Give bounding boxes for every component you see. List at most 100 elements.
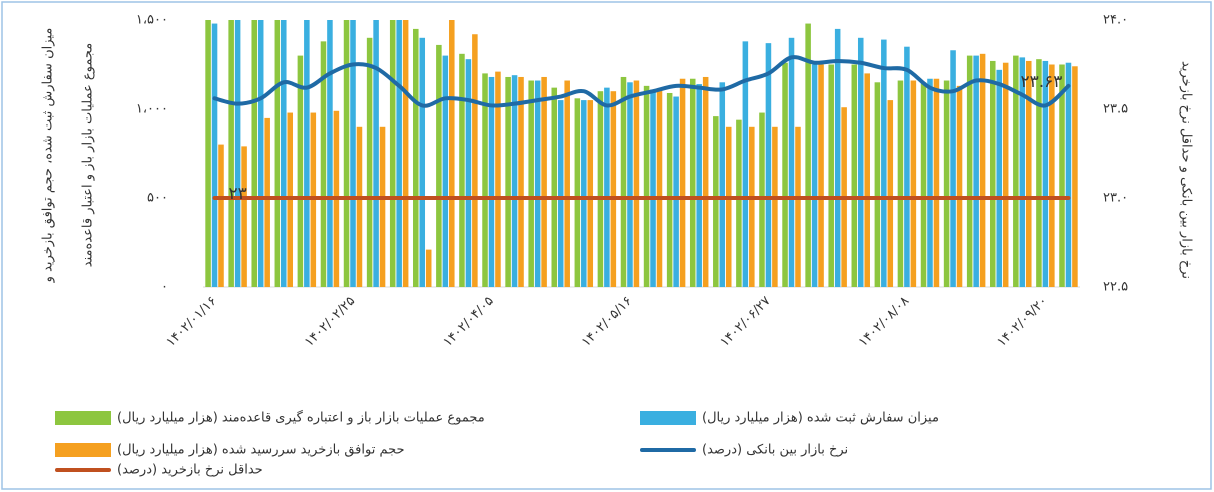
bar [1002,62,1009,287]
x-tick-label: ۱۴۰۲/۰۶/۲۷ [717,294,773,350]
bar [851,64,858,287]
bar [274,20,281,287]
bar [1036,59,1042,287]
bar [297,55,304,287]
bar [742,41,749,287]
bar [211,23,218,288]
bar [910,80,917,288]
bar [1049,64,1055,287]
bar [528,80,534,288]
bar [343,20,350,287]
bar [459,53,465,287]
data-label: ۲۳.۶۳ [1021,72,1063,92]
bar [979,53,986,287]
bar [666,92,673,287]
bar [228,20,234,287]
x-tick-label: ۱۴۰۲/۰۲/۲۵ [302,294,358,350]
bar [320,41,327,287]
bar [702,76,709,288]
bar [749,126,755,287]
bar [402,20,409,287]
bar [828,64,834,287]
bar [511,75,518,288]
y-tick-label: ۱،۰۰۰ [136,102,168,117]
bar [373,20,379,287]
bar [304,20,310,287]
y2-tick-label: ۲۴.۰ [1103,13,1128,28]
bar [772,126,778,287]
legend-label: نرخ بازار بین بانکی (درصد) [702,443,848,458]
bar [805,23,811,288]
bar [379,126,386,287]
bar [956,85,963,287]
y2-tick-label: ۲۲.۵ [1103,280,1128,295]
bar [966,55,973,287]
legend-label: مجموع عملیات بازار باز و اعتباره گیری قا… [117,410,485,426]
bar [505,76,511,288]
bar [425,249,432,287]
bar [218,144,224,287]
y-tick-label: ۵۰۰ [147,191,168,206]
bar [472,34,478,287]
bar [1072,66,1078,287]
x-tick-label: ۱۴۰۲/۰۴/۰۵ [440,294,496,350]
y-axis-title: مجموع عملیات بازار باز و اعتبار قاعده‌من… [81,43,96,267]
line [212,55,1071,108]
legend-label: حداقل نرخ بازخرید (درصد) [117,463,263,478]
y2-tick-label: ۲۳.۰ [1103,191,1128,206]
y2-axis-title: نرخ بازار بین بانکی و حداقل نرخ بازخرید [1179,61,1194,279]
x-tick-label: ۱۴۰۲/۰۵/۱۶ [579,294,635,350]
bar [234,20,241,287]
bar [736,119,742,288]
bar [696,84,702,287]
bar [713,116,719,288]
bar [627,82,633,287]
bar [482,73,488,288]
bar [1042,60,1049,287]
bar [788,37,795,287]
bar [350,20,356,287]
bar [643,85,650,287]
x-tick-label: ۱۴۰۲/۰۹/۲۰ [994,294,1050,350]
bar [633,80,640,288]
bar [518,76,524,288]
bar [795,126,801,287]
bar [656,89,663,287]
bar [818,64,824,287]
bar [436,44,442,287]
bar [264,117,270,288]
legend-label: میزان سفارش ثبت شده (هزار میلیارد ریال) [702,411,939,426]
y-axis-title: میزان سفارش ثبت شده، حجم توافق بازخرید و [41,28,56,284]
x-tick-label: ۱۴۰۲/۰۸/۰۸ [856,294,912,350]
bar [1025,60,1032,287]
bar [679,78,686,288]
bar [610,91,617,287]
bar [541,76,547,288]
bar [604,87,610,287]
bar [442,55,449,287]
data-label: ۲۳ [229,184,247,204]
y-tick-label: ۰ [161,280,168,295]
bar [587,100,594,287]
bar [943,80,950,288]
y2-tick-label: ۲۳.۵ [1103,102,1128,117]
bar [495,71,501,288]
bar [620,76,627,288]
bar [864,73,870,288]
bar [551,87,558,287]
x-tick-label: ۱۴۰۲/۰۱/۱۶ [164,294,220,350]
bar [782,62,788,287]
bar [887,100,894,287]
bar [996,69,1002,287]
bar [488,76,495,288]
bar [597,91,604,287]
bar [366,37,373,287]
bar [1065,62,1072,287]
bar [927,78,933,288]
bar [396,20,402,287]
bar [205,20,211,287]
bar [881,39,887,287]
bar [465,59,472,287]
